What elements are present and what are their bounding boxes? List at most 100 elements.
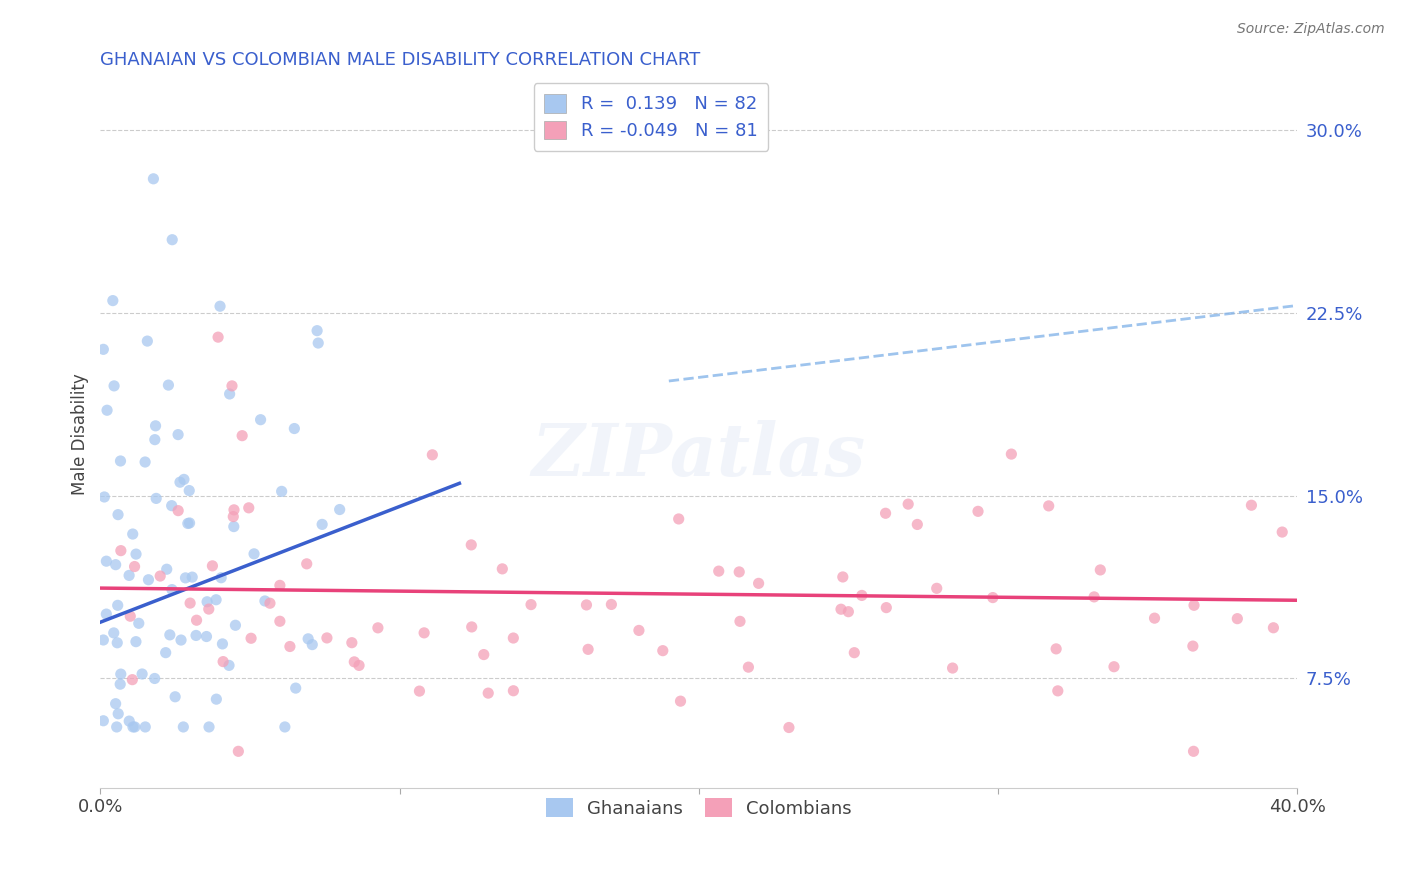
Point <box>1181 639 1204 653</box>
Point <box>201 558 224 573</box>
Point <box>343 655 366 669</box>
Point <box>707 564 730 578</box>
Point <box>905 517 928 532</box>
Point <box>179 596 201 610</box>
Point <box>269 614 291 628</box>
Point <box>205 692 228 706</box>
Point <box>145 418 167 433</box>
Point <box>627 624 650 638</box>
Point <box>875 506 897 520</box>
Point <box>159 628 181 642</box>
Point <box>108 677 131 691</box>
Point <box>222 509 245 524</box>
Point <box>110 667 132 681</box>
Point <box>121 673 143 687</box>
Point <box>502 683 524 698</box>
Point <box>96 554 118 568</box>
Point <box>408 684 430 698</box>
Point <box>1045 641 1067 656</box>
Point <box>125 634 148 648</box>
Point <box>668 512 690 526</box>
Y-axis label: Male Disability: Male Disability <box>72 374 89 495</box>
Point <box>1000 447 1022 461</box>
Point <box>107 706 129 721</box>
Point <box>209 571 232 585</box>
Point <box>575 598 598 612</box>
Point <box>224 618 246 632</box>
Point <box>311 517 333 532</box>
Point <box>93 343 115 357</box>
Point <box>93 632 115 647</box>
Point <box>301 638 323 652</box>
Point <box>925 582 948 596</box>
Point <box>460 538 482 552</box>
Point <box>1143 611 1166 625</box>
Point <box>157 378 180 392</box>
Point <box>249 413 271 427</box>
Point <box>131 667 153 681</box>
Point <box>295 557 318 571</box>
Point <box>104 697 127 711</box>
Point <box>669 694 692 708</box>
Point <box>104 558 127 572</box>
Point <box>1102 659 1125 673</box>
Point <box>1083 590 1105 604</box>
Point <box>167 427 190 442</box>
Point <box>221 379 243 393</box>
Point <box>198 720 221 734</box>
Point <box>278 640 301 654</box>
Point <box>177 516 200 531</box>
Point <box>1182 599 1205 613</box>
Point <box>169 475 191 490</box>
Point <box>184 628 207 642</box>
Point <box>120 609 142 624</box>
Point <box>212 655 235 669</box>
Point <box>155 646 177 660</box>
Point <box>472 648 495 662</box>
Point <box>134 720 156 734</box>
Point <box>160 499 183 513</box>
Point <box>274 720 297 734</box>
Point <box>737 660 759 674</box>
Point <box>211 637 233 651</box>
Point <box>316 631 339 645</box>
Point <box>181 570 204 584</box>
Point <box>748 576 770 591</box>
Point <box>284 681 307 695</box>
Point <box>1090 563 1112 577</box>
Point <box>897 497 920 511</box>
Point <box>143 433 166 447</box>
Text: ZIPatlas: ZIPatlas <box>531 420 866 491</box>
Point <box>107 508 129 522</box>
Point <box>1182 744 1205 758</box>
Point <box>243 547 266 561</box>
Point <box>831 570 853 584</box>
Point <box>110 543 132 558</box>
Point <box>173 472 195 486</box>
Point <box>101 293 124 308</box>
Point <box>134 455 156 469</box>
Point <box>1263 621 1285 635</box>
Point <box>837 605 859 619</box>
Point <box>93 714 115 728</box>
Point <box>136 334 159 348</box>
Point <box>270 484 292 499</box>
Point <box>96 607 118 621</box>
Point <box>830 602 852 616</box>
Point <box>105 720 128 734</box>
Point <box>851 589 873 603</box>
Point <box>728 615 751 629</box>
Point <box>96 403 118 417</box>
Point <box>143 672 166 686</box>
Point <box>179 516 201 530</box>
Point <box>1271 524 1294 539</box>
Point <box>269 578 291 592</box>
Point <box>600 598 623 612</box>
Point <box>124 720 146 734</box>
Point <box>195 630 218 644</box>
Point <box>172 720 194 734</box>
Point <box>118 714 141 728</box>
Point <box>778 721 800 735</box>
Point <box>240 632 263 646</box>
Point <box>122 720 145 734</box>
